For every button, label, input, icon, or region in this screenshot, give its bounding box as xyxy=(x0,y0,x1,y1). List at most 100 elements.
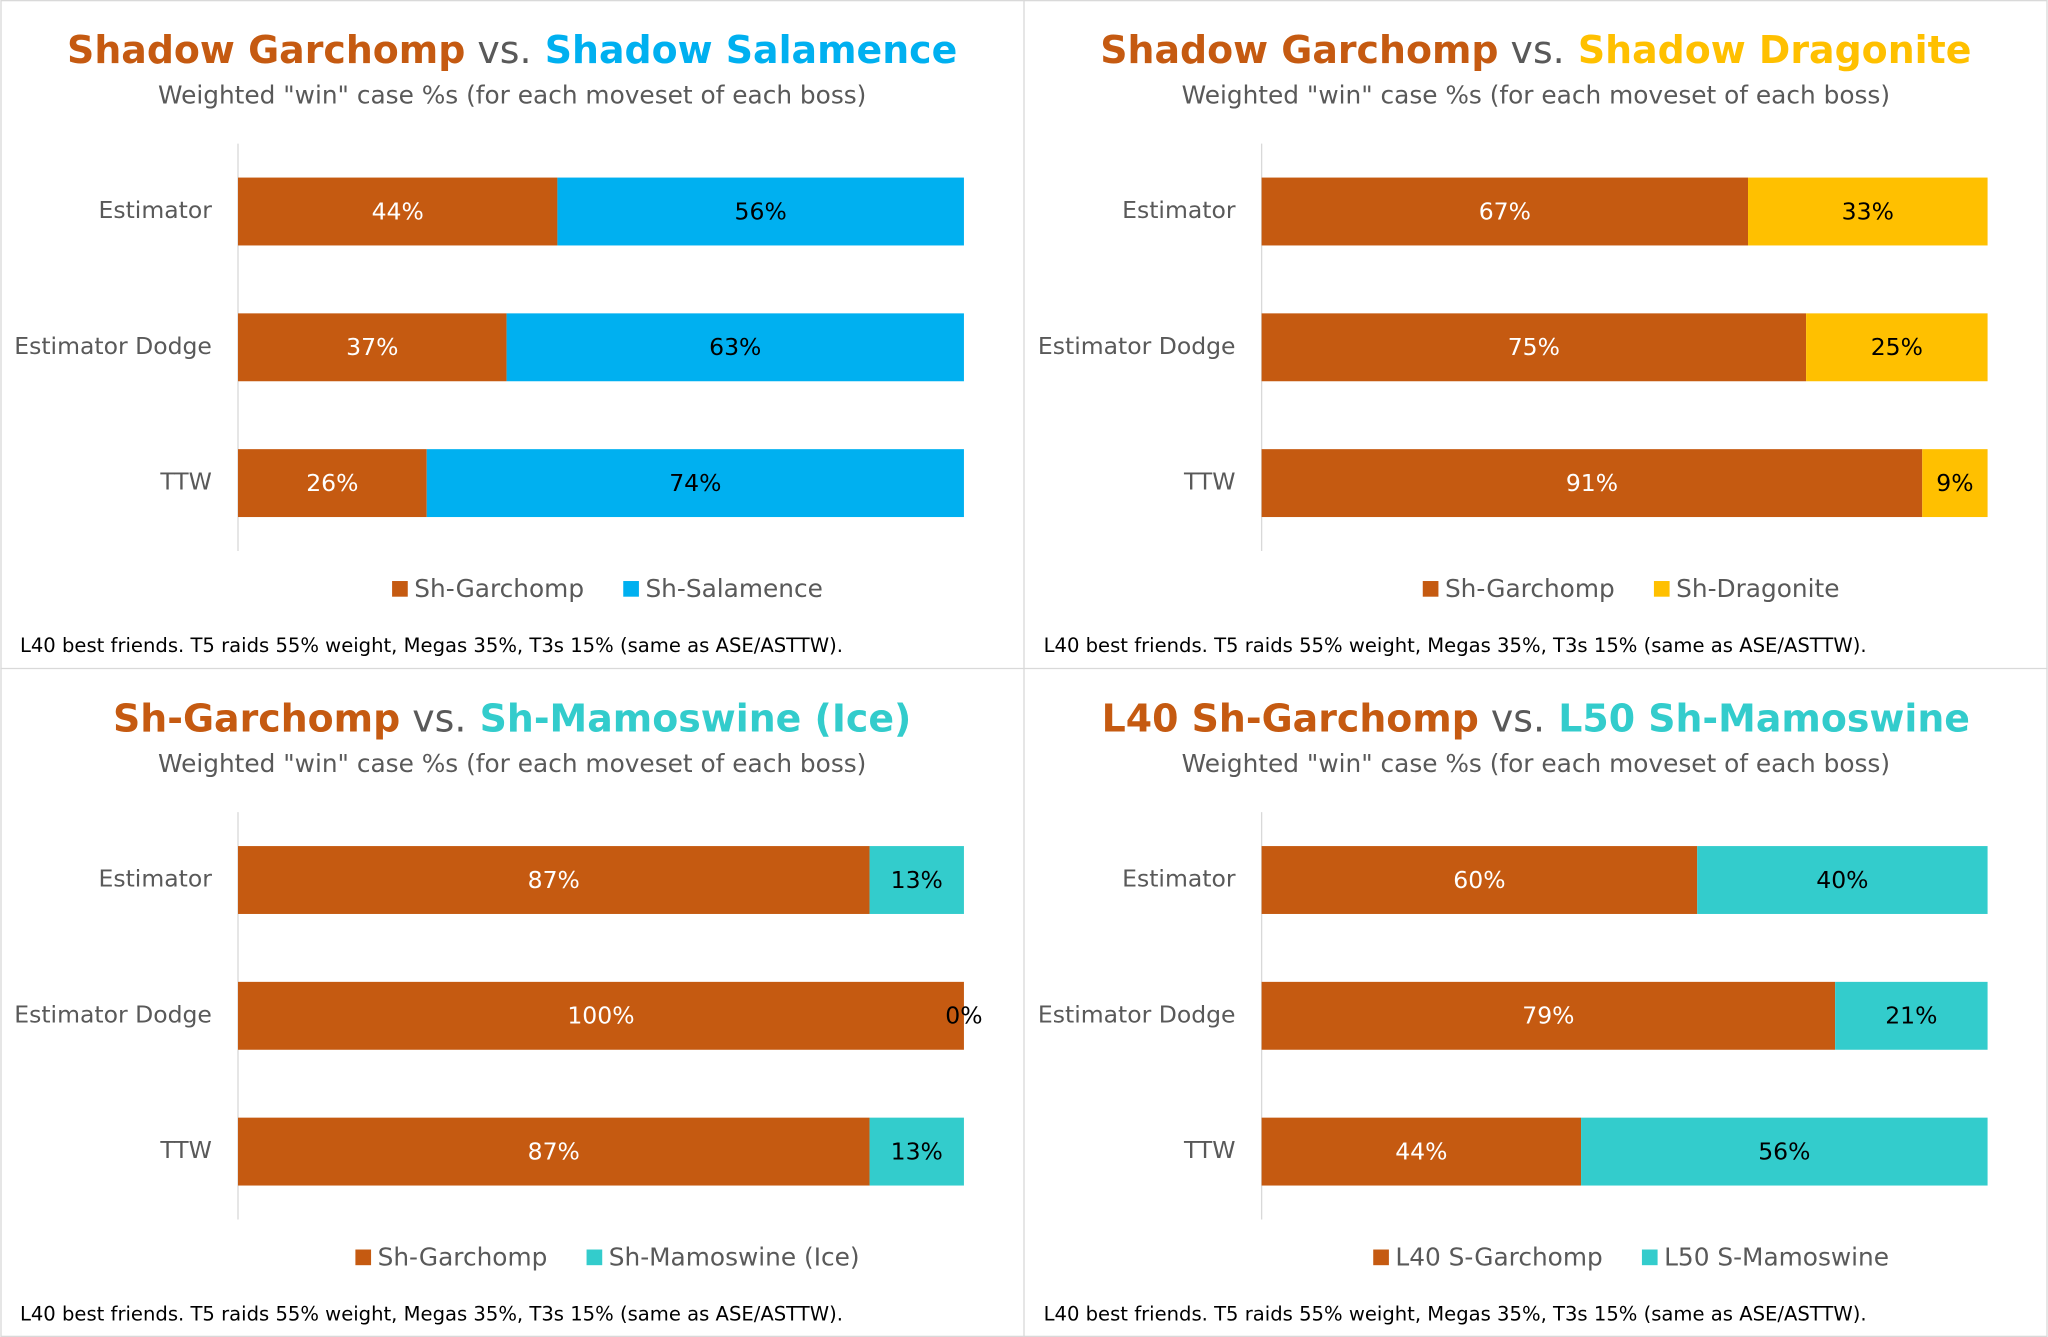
title-part: Sh-Mamoswine (Ice) xyxy=(466,696,911,740)
footnote: L40 best friends. T5 raids 55% weight, M… xyxy=(1044,1302,1867,1325)
title-part: L40 Sh-Garchomp xyxy=(1102,696,1479,740)
bar-segment xyxy=(237,846,870,914)
chart-subtitle: Weighted "win" case %s (for each moveset… xyxy=(1182,749,1890,778)
legend-swatch xyxy=(586,1249,603,1266)
title-part: vs. xyxy=(1479,696,1545,740)
chart-title: Sh-Garchomp vs. Sh-Mamoswine (Ice) xyxy=(113,696,911,740)
data-label: 79% xyxy=(1522,1002,1574,1030)
title-part: L50 Sh-Mamoswine xyxy=(1545,696,1970,740)
legend-swatch xyxy=(1653,581,1670,597)
legend-swatch xyxy=(1373,1249,1389,1266)
legend-label: L50 S-Mamoswine xyxy=(1664,1243,1889,1272)
footnote: L40 best friends. T5 raids 55% weight, M… xyxy=(1044,634,1867,657)
title-part: Shadow Salamence xyxy=(532,28,958,72)
chart-subtitle: Weighted "win" case %s (for each moveset… xyxy=(1182,81,1890,110)
bar-segment xyxy=(506,313,964,382)
data-label: 25% xyxy=(1871,333,1923,361)
legend: L40 S-Garchomp L50 S-Mamoswine xyxy=(1373,1243,1889,1272)
y-tick-label: Estimator Dodge xyxy=(1038,1000,1236,1028)
y-tick-label: Estimator Dodge xyxy=(1038,332,1236,360)
data-label: 44% xyxy=(1395,1137,1447,1165)
bar-segment xyxy=(237,981,964,1050)
title-part: vs. xyxy=(1499,28,1565,72)
legend-swatch xyxy=(623,581,639,597)
title-part: Sh-Garchomp xyxy=(113,696,400,740)
legend-swatch xyxy=(355,1249,372,1266)
y-tick-label: Estimator Dodge xyxy=(14,1000,212,1028)
title-part: Shadow Garchomp xyxy=(67,28,465,72)
legend-swatch xyxy=(392,581,408,597)
data-label: 56% xyxy=(735,197,787,225)
data-label: 56% xyxy=(1758,1137,1810,1165)
chart-title: Shadow Garchomp vs. Shadow Salamence xyxy=(67,28,957,72)
legend-label: Sh-Mamoswine (Ice) xyxy=(609,1243,860,1272)
data-label: 87% xyxy=(528,1137,580,1165)
panel: L40 Sh-Garchomp vs. L50 Sh-Mamoswine Weig… xyxy=(1038,696,1988,1325)
y-tick-label: Estimator xyxy=(98,865,212,893)
data-label: 60% xyxy=(1453,866,1505,894)
bar-segment xyxy=(1261,449,1923,518)
data-label: 13% xyxy=(891,866,943,894)
legend-label: Sh-Garchomp xyxy=(414,574,584,603)
bar-segment xyxy=(1261,981,1836,1050)
legend: Sh-Garchomp Sh-Dragonite xyxy=(1422,574,1840,603)
data-label: 87% xyxy=(528,866,580,894)
bar-segment xyxy=(1697,846,1988,914)
bar-segment xyxy=(1835,981,1988,1050)
bar-segment xyxy=(426,449,964,518)
bar-segment xyxy=(1748,177,1988,246)
bar-segment xyxy=(237,449,427,518)
bar-segment xyxy=(237,177,558,246)
title-part: Shadow Garchomp xyxy=(1100,28,1498,72)
data-label: 91% xyxy=(1566,469,1618,497)
panel: Shadow Garchomp vs. Shadow Dragonite Weig… xyxy=(1038,28,1988,657)
data-label: 40% xyxy=(1816,866,1868,894)
bar-segment xyxy=(1261,846,1698,914)
data-label: 75% xyxy=(1508,333,1560,361)
y-tick-label: TTW xyxy=(159,1136,212,1164)
y-tick-label: Estimator Dodge xyxy=(14,332,212,360)
legend: Sh-Garchomp Sh-Salamence xyxy=(392,574,823,603)
legend-label: L40 S-Garchomp xyxy=(1395,1243,1602,1272)
chart-title: Shadow Garchomp vs. Shadow Dragonite xyxy=(1100,28,1971,72)
data-label: 13% xyxy=(891,1137,943,1165)
panel: Shadow Garchomp vs. Shadow Salamence Weig… xyxy=(14,28,964,657)
footnote: L40 best friends. T5 raids 55% weight, M… xyxy=(20,634,843,657)
legend-label: Sh-Garchomp xyxy=(1445,574,1615,603)
data-label: 100% xyxy=(567,1002,634,1030)
data-label: 37% xyxy=(346,333,398,361)
data-label: 33% xyxy=(1842,197,1894,225)
legend-label: Sh-Garchomp xyxy=(378,1243,548,1272)
legend-label: Sh-Dragonite xyxy=(1676,574,1839,603)
bar-segment xyxy=(1261,313,1807,382)
data-label: 74% xyxy=(669,469,721,497)
bar-segment xyxy=(1922,449,1988,518)
legend-label: Sh-Salamence xyxy=(645,574,822,603)
data-label: 63% xyxy=(709,333,761,361)
bar-segment xyxy=(1261,1117,1582,1186)
bar-segment xyxy=(869,846,964,914)
bar-segment xyxy=(1806,313,1988,382)
title-part: vs. xyxy=(400,696,466,740)
chart-title: L40 Sh-Garchomp vs. L50 Sh-Mamoswine xyxy=(1102,696,1970,740)
legend-swatch xyxy=(1422,581,1439,597)
bar-segment xyxy=(1581,1117,1988,1186)
y-tick-label: TTW xyxy=(159,468,212,496)
bar-segment xyxy=(869,1117,964,1186)
bar-segment xyxy=(557,177,964,246)
title-part: vs. xyxy=(465,28,531,72)
data-label: 21% xyxy=(1885,1002,1937,1030)
panel: Sh-Garchomp vs. Sh-Mamoswine (Ice) Weight… xyxy=(14,696,982,1325)
y-tick-label: Estimator xyxy=(1122,865,1236,893)
y-tick-label: Estimator xyxy=(1122,196,1236,224)
bar-segment xyxy=(237,313,507,382)
footnote: L40 best friends. T5 raids 55% weight, M… xyxy=(20,1302,843,1325)
bar-segment xyxy=(1261,177,1749,246)
legend: Sh-Garchomp Sh-Mamoswine (Ice) xyxy=(355,1243,860,1272)
title-part: Shadow Dragonite xyxy=(1565,28,1972,72)
chart-subtitle: Weighted "win" case %s (for each moveset… xyxy=(158,81,866,110)
data-label: 26% xyxy=(306,469,358,497)
y-tick-label: TTW xyxy=(1183,1136,1236,1164)
